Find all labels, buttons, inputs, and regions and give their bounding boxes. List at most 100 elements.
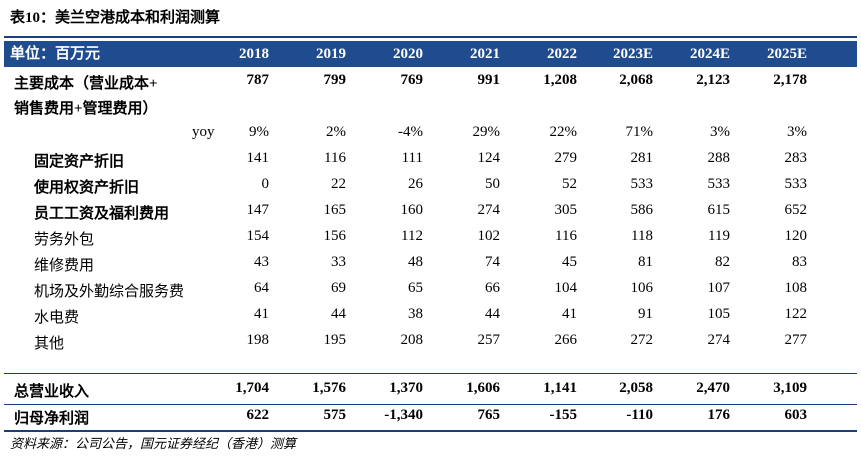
table-cell: 43: [254, 254, 269, 270]
table-title: 表10：美兰空港成本和利润测算: [10, 10, 221, 26]
table-cell: 29%: [472, 124, 501, 140]
table-cell: 160: [400, 202, 424, 218]
table-cell: 283: [784, 150, 808, 166]
table-cell: 279: [554, 150, 578, 166]
table-cell: 105: [707, 306, 731, 322]
table-cell: 1,576: [312, 380, 346, 396]
table-cell: 108: [784, 280, 808, 296]
table-cell: 147: [246, 202, 270, 218]
table-cell: 257: [477, 332, 501, 348]
table-cell: 116: [555, 228, 577, 244]
table-cell: 277: [784, 332, 808, 348]
table-cell: 45: [562, 254, 577, 270]
table-cell: 305: [554, 202, 578, 218]
table-cell: 533: [630, 176, 654, 192]
unit-label: 单位：百万元: [10, 46, 101, 62]
table-cell: 266: [554, 332, 578, 348]
year-header: 2024E: [689, 46, 730, 62]
table-cell: 52: [562, 176, 577, 192]
table-cell: 154: [246, 228, 270, 244]
revenue-label: 总营业收入: [14, 384, 90, 400]
table-cell: 586: [630, 202, 654, 218]
row-label: 机场及外勤综合服务费: [34, 284, 185, 300]
table-cell: 603: [784, 407, 808, 423]
table-cell: 106: [630, 280, 654, 296]
table-cell: -4%: [398, 124, 423, 140]
table-cell: 274: [707, 332, 731, 348]
table-cell: -1,340: [384, 407, 423, 423]
table-cell: 141: [246, 150, 270, 166]
table-row: 水电费 41 44 38 44 41 91 105 122: [4, 304, 857, 330]
bottom-rule: [4, 430, 857, 432]
table-cell: 64: [254, 280, 269, 296]
table-cell: 3%: [787, 124, 807, 140]
revenue-row: 总营业收入 1,704 1,576 1,370 1,606 1,141 2,05…: [4, 378, 857, 404]
table-cell: 41: [562, 306, 577, 322]
table-cell: 122: [784, 306, 808, 322]
year-header: 2020: [393, 46, 423, 62]
main-cost-row: 主要成本（营业成本+ 销售费用+管理费用） 787 799 769 991 1,…: [4, 68, 857, 120]
table-cell: 26: [408, 176, 423, 192]
yoy-label: yoy: [192, 124, 215, 140]
year-header: 2021: [470, 46, 500, 62]
table-cell: 622: [246, 407, 270, 423]
table-cell: 22: [331, 176, 346, 192]
table-cell: 2,470: [696, 380, 730, 396]
table-cell: 50: [485, 176, 500, 192]
year-header: 2023E: [612, 46, 653, 62]
table-cell: 2,178: [773, 72, 807, 88]
table-cell: 83: [792, 254, 807, 270]
row-label: 劳务外包: [34, 232, 95, 248]
table-cell: 0: [261, 176, 270, 192]
table-cell: 81: [638, 254, 653, 270]
table-row: 机场及外勤综合服务费 64 69 65 66 104 106 107 108: [4, 278, 857, 304]
top-rule: [4, 36, 857, 38]
table-cell: 3,109: [773, 380, 807, 396]
yoy-row: yoy 9% 2% -4% 29% 22% 71% 3% 3%: [4, 122, 857, 148]
table-cell: 69: [331, 280, 346, 296]
section-divider: [4, 373, 857, 374]
table-cell: 71%: [625, 124, 654, 140]
table-cell: 991: [477, 72, 501, 88]
row-label: 使用权资产折旧: [34, 180, 140, 196]
table-cell: 38: [408, 306, 423, 322]
table-cell: 116: [324, 150, 346, 166]
table-cell: 1,141: [543, 380, 577, 396]
table-cell: 1,208: [543, 72, 577, 88]
table-cell: 22%: [549, 124, 578, 140]
row-divider: [4, 404, 857, 405]
year-header: 2018: [239, 46, 269, 62]
table-cell: 124: [477, 150, 501, 166]
main-cost-label-line2: 销售费用+管理费用）: [14, 101, 158, 117]
table-row: 维修费用 43 33 48 74 45 81 82 83: [4, 252, 857, 278]
table-cell: 3%: [710, 124, 730, 140]
table-cell: 2,058: [619, 380, 653, 396]
table-cell: 44: [331, 306, 346, 322]
main-cost-label-line1: 主要成本（营业成本+: [14, 76, 158, 92]
table-cell: 769: [400, 72, 424, 88]
table-cell: 156: [323, 228, 347, 244]
table-cell: 288: [707, 150, 731, 166]
table-row: 其他 198 195 208 257 266 272 274 277: [4, 330, 857, 356]
table-cell: 74: [485, 254, 500, 270]
year-header: 2025E: [766, 46, 807, 62]
table-cell: 533: [707, 176, 731, 192]
table-cell: 82: [715, 254, 730, 270]
table-cell: 274: [477, 202, 501, 218]
table-cell: 2,068: [619, 72, 653, 88]
table-cell: 176: [707, 407, 731, 423]
table-cell: 208: [400, 332, 424, 348]
row-label: 固定资产折旧: [34, 154, 125, 170]
table-cell: 44: [485, 306, 500, 322]
table-cell: 41: [254, 306, 269, 322]
table-row: 员工工资及福利费用 147 165 160 274 305 586 615 65…: [4, 200, 857, 226]
table-cell: 111: [401, 150, 423, 166]
table-cell: 1,704: [235, 380, 269, 396]
row-label: 维修费用: [34, 258, 95, 274]
table-cell: 65: [408, 280, 423, 296]
table-cell: 91: [638, 306, 653, 322]
table-cell: 272: [630, 332, 654, 348]
table-cell: 2%: [326, 124, 346, 140]
table-cell: 33: [331, 254, 346, 270]
year-header: 2022: [547, 46, 577, 62]
